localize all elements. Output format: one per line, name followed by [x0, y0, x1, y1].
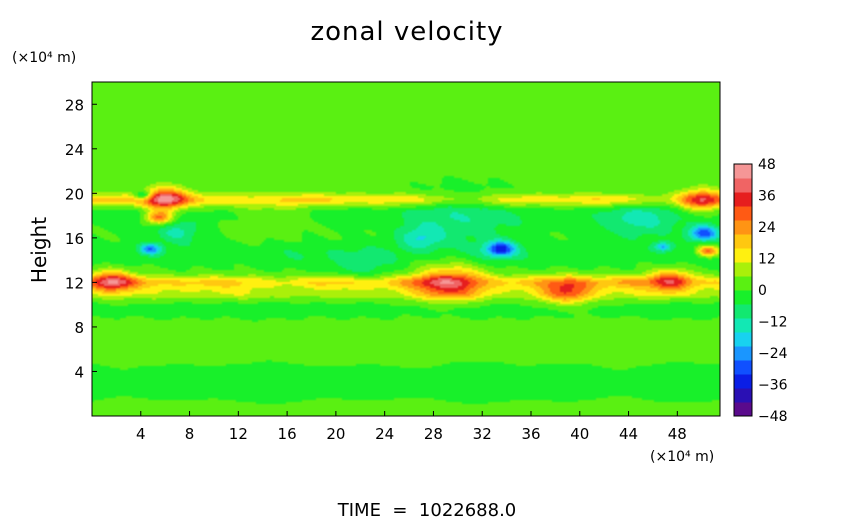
colorbar-segment: [734, 192, 752, 207]
colorbar-segment: [734, 262, 752, 277]
x-tick-label: 48: [668, 425, 687, 443]
x-tick-label: 44: [619, 425, 638, 443]
colorbar-segment: [734, 234, 752, 249]
plot-area: [91, 81, 721, 417]
y-tick-label: 12: [65, 274, 84, 292]
y-tick-label: 24: [65, 141, 84, 159]
colorbar-segment: [734, 388, 752, 403]
colorbar-segment: [734, 276, 752, 291]
y-tick-label: 20: [65, 185, 84, 203]
colorbar-segment: [734, 332, 752, 347]
colorbar-segment: [734, 360, 752, 375]
plot-frame: [91, 81, 721, 417]
x-tick-label: 8: [185, 425, 195, 443]
y-axis-label: Height: [27, 217, 51, 283]
colorbar-label: −48: [758, 409, 788, 425]
colorbar: [734, 164, 752, 417]
colorbar-label: −36: [758, 378, 788, 394]
colorbar-segment: [734, 318, 752, 333]
y-tick-label: 28: [65, 96, 84, 114]
colorbar-segment: [734, 290, 752, 305]
chart-title: zonal velocity: [310, 17, 503, 47]
colorbar-segment: [734, 164, 752, 179]
colorbar-segment: [734, 402, 752, 417]
y-unit-label: (×10⁴ m): [12, 50, 76, 66]
x-tick-label: 16: [278, 425, 297, 443]
x-axis-ticks: 4 8 12 16 20 24 28 32 36 40 44 48: [136, 411, 687, 443]
colorbar-segment: [734, 248, 752, 263]
colorbar-label: −24: [758, 346, 788, 362]
colorbar-segment: [734, 178, 752, 193]
x-tick-label: 4: [136, 425, 146, 443]
colorbar-segment: [734, 304, 752, 319]
x-tick-label: 12: [229, 425, 248, 443]
x-tick-label: 32: [473, 425, 492, 443]
colorbar-segment: [734, 374, 752, 389]
colorbar-label: 24: [758, 220, 776, 236]
x-tick-label: 24: [375, 425, 394, 443]
colorbar-label: 12: [758, 252, 776, 268]
colorbar-frame: [733, 163, 753, 417]
x-tick-label: 36: [521, 425, 540, 443]
time-footer: TIME = 1022688.0: [337, 500, 517, 519]
colorbar-label: 48: [758, 157, 776, 173]
colorbar-segment: [734, 206, 752, 221]
x-tick-label: 28: [424, 425, 443, 443]
y-axis-ticks: 4 8 12 16 20 24 28: [65, 96, 97, 381]
colorbar-segment: [734, 220, 752, 235]
x-tick-label: 40: [570, 425, 589, 443]
colorbar-label: −12: [758, 315, 788, 331]
colorbar-labels: 48 36 24 12 0 −12 −24 −36 −48: [758, 157, 788, 425]
colorbar-label: 0: [758, 283, 767, 299]
y-tick-label: 4: [74, 363, 84, 381]
y-tick-label: 16: [65, 230, 84, 248]
x-tick-label: 20: [326, 425, 345, 443]
colorbar-segment: [734, 346, 752, 361]
y-tick-label: 8: [74, 319, 84, 337]
colorbar-label: 36: [758, 189, 776, 205]
heatmap-field: [92, 82, 720, 416]
x-unit-label: (×10⁴ m): [650, 449, 714, 465]
